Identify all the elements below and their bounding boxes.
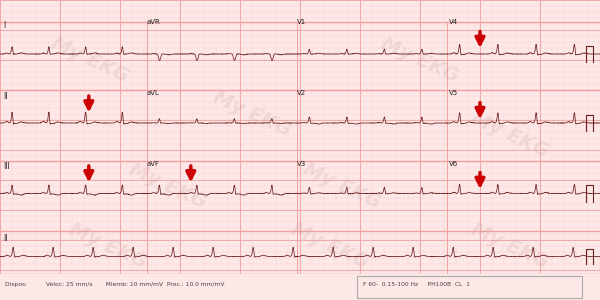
Text: My EKG: My EKG xyxy=(300,160,384,212)
Text: I: I xyxy=(3,21,5,30)
Text: My EKG: My EKG xyxy=(468,109,552,161)
Text: My EKG: My EKG xyxy=(126,160,210,212)
Text: My EKG: My EKG xyxy=(48,34,132,86)
Text: My EKG: My EKG xyxy=(288,220,372,272)
Text: V6: V6 xyxy=(449,160,458,166)
Text: aVR: aVR xyxy=(147,20,161,26)
Text: My EKG: My EKG xyxy=(66,220,150,272)
Text: V4: V4 xyxy=(449,20,458,26)
Text: Dispos:          Veloc: 25 mm/s       Miemb: 10 mm/mV  Prec.: 10.0 mm/mV: Dispos: Veloc: 25 mm/s Miemb: 10 mm/mV P… xyxy=(5,282,224,287)
Text: My EKG: My EKG xyxy=(210,88,294,140)
Text: aVL: aVL xyxy=(147,90,160,96)
Text: F 60-  0.15-100 Hz     PH100B  CL  1: F 60- 0.15-100 Hz PH100B CL 1 xyxy=(363,282,470,287)
Text: V5: V5 xyxy=(449,90,458,96)
Text: V1: V1 xyxy=(297,20,306,26)
Text: V2: V2 xyxy=(297,90,306,96)
Text: My EKG: My EKG xyxy=(378,34,462,86)
Text: V3: V3 xyxy=(297,160,306,166)
FancyBboxPatch shape xyxy=(357,276,582,298)
Text: II: II xyxy=(3,92,7,100)
Text: My EKG: My EKG xyxy=(468,220,552,272)
Text: III: III xyxy=(3,162,10,171)
Text: II: II xyxy=(3,234,7,243)
Text: aVF: aVF xyxy=(147,160,160,166)
